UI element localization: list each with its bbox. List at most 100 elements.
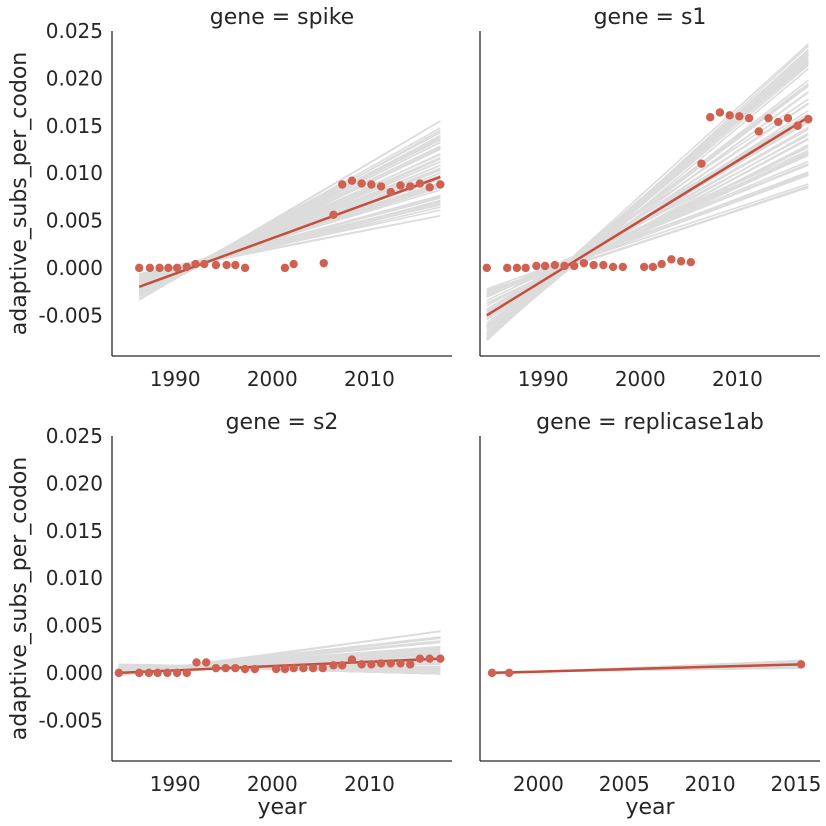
x-tick-label: 2010	[712, 367, 763, 391]
data-point	[299, 663, 308, 673]
data-point	[579, 258, 589, 268]
data-point	[639, 262, 649, 272]
x-tick-label: 2000	[247, 772, 298, 796]
data-point	[735, 112, 744, 121]
x-tick-label: 2010	[344, 367, 395, 391]
data-point	[415, 179, 425, 188]
y-tick-label: 0.000	[46, 256, 103, 280]
bootstrap-line	[486, 163, 809, 297]
data-point	[667, 255, 676, 264]
data-point	[425, 654, 434, 663]
x-tick-label: 2015	[771, 772, 822, 796]
data-point	[135, 263, 144, 273]
data-point	[550, 260, 559, 270]
panel-3: 1990 2000 2010 -0.005 0.000 0.005 0.010 0.015 0.…	[7, 410, 452, 820]
data-point	[172, 668, 182, 678]
data-point	[415, 654, 425, 663]
data-point	[114, 668, 124, 678]
panel-title: gene = s1	[594, 5, 707, 30]
data-point	[715, 108, 725, 117]
data-point	[308, 663, 318, 673]
data-point	[589, 260, 598, 270]
data-point	[657, 259, 666, 269]
x-axis-label: year	[257, 795, 307, 820]
data-point	[155, 263, 164, 273]
data-point	[338, 661, 347, 670]
data-point	[764, 113, 773, 123]
data-point	[347, 655, 357, 664]
data-point	[482, 263, 491, 273]
data-point	[191, 259, 200, 269]
x-tick-label: 2010	[344, 772, 395, 796]
data-point	[319, 258, 328, 268]
data-point	[289, 663, 298, 673]
bootstrap-line	[486, 134, 809, 307]
y-tick-label: 0.005	[46, 614, 103, 638]
data-point	[744, 113, 754, 123]
y-tick-label: 0.025	[46, 424, 103, 448]
y-tick-label: 0.010	[46, 161, 103, 185]
data-point	[608, 262, 618, 272]
y-tick-label: -0.005	[39, 303, 103, 327]
data-point	[200, 259, 209, 269]
x-tick-label: 2000	[513, 772, 564, 796]
panel-title: gene = s2	[226, 410, 339, 435]
panel-title: gene = replicase1ab	[536, 410, 764, 435]
data-point	[357, 660, 366, 669]
x-tick-label: 2010	[685, 772, 736, 796]
data-point	[560, 261, 569, 271]
data-point	[172, 263, 182, 273]
data-point	[211, 663, 221, 673]
data-point	[532, 261, 541, 271]
data-point	[135, 668, 144, 678]
x-tick-label: 1990	[150, 772, 201, 796]
data-point	[754, 127, 763, 136]
y-axis-label: adaptive_subs_per_codon	[7, 52, 32, 336]
data-point	[376, 182, 386, 191]
data-point	[240, 263, 250, 273]
data-point	[676, 257, 686, 266]
data-point	[280, 664, 290, 674]
data-point	[271, 664, 281, 674]
data-point	[487, 668, 497, 678]
data-point	[599, 260, 608, 270]
data-point	[425, 183, 434, 192]
data-point	[504, 668, 514, 678]
data-point	[804, 114, 813, 124]
data-point	[648, 262, 658, 272]
data-point	[503, 263, 512, 273]
data-point	[182, 668, 191, 678]
data-point	[211, 260, 221, 270]
data-point	[318, 663, 327, 673]
y-tick-label: 0.025	[46, 19, 103, 43]
data-point	[231, 260, 240, 270]
data-point	[163, 668, 172, 678]
data-point	[145, 263, 155, 273]
y-tick-label: 0.000	[46, 661, 103, 685]
data-point	[697, 159, 706, 168]
data-point	[347, 176, 357, 185]
data-point	[367, 660, 376, 669]
x-tick-label: 1990	[150, 367, 201, 391]
data-point	[329, 210, 338, 220]
bootstrap-line	[486, 102, 809, 321]
data-point	[436, 180, 445, 189]
data-point	[783, 113, 793, 123]
panel-1: 1990 2000 2010 -0.005 0.000 0.005 0.010 0.015 0.…	[7, 5, 452, 391]
data-point	[182, 262, 191, 272]
panel-2: 1990 2000 2010 gene = s1	[479, 5, 820, 391]
regression-line	[491, 663, 802, 675]
data-point	[357, 179, 366, 188]
data-point	[396, 181, 405, 190]
y-tick-label: 0.005	[46, 209, 103, 233]
data-point	[521, 263, 530, 273]
data-point	[240, 664, 250, 674]
x-tick-label: 2000	[247, 367, 298, 391]
data-point	[338, 180, 347, 189]
data-point	[706, 113, 715, 122]
y-tick-label: 0.020	[46, 471, 103, 495]
data-point	[153, 668, 162, 678]
data-point	[289, 259, 298, 269]
